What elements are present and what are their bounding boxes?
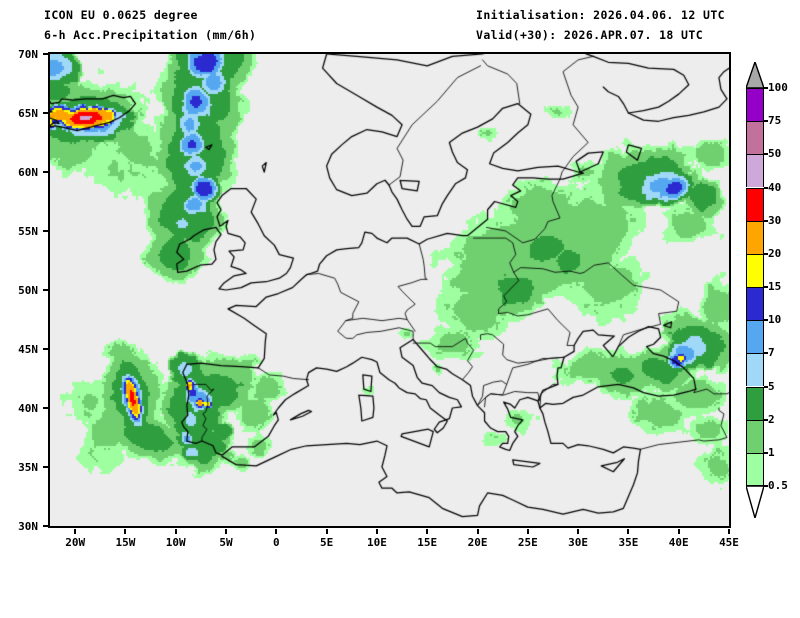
initialisation-time: Initialisation: 2026.04.06. 12 UTC [476,8,726,22]
lon-tick-mark [74,529,77,534]
lat-tick-label: 35N [18,461,38,474]
colorbar-tick-label: 30 [768,213,782,227]
valid-time: Valid(+30): 2026.APR.07. 18 UTC [476,28,704,42]
lon-tick-label: 35E [618,536,639,549]
colorbar-arrow-top [745,59,765,89]
colorbar-band [746,187,764,221]
colorbar-tick-label: 1 [768,445,775,459]
colorbar-tick-mark [764,252,768,255]
lon-tick-label: 20W [65,536,86,549]
lat-tick-mark [43,348,48,350]
lon-tick-label: 0 [273,536,280,549]
colorbar-band [746,419,764,453]
lat-tick-label: 55N [18,225,38,238]
lon-tick-mark [275,529,278,534]
colorbar-tick-mark [764,385,768,388]
colorbar [746,88,764,486]
colorbar-tick-mark [764,319,768,322]
lat-tick-label: 45N [18,343,38,356]
colorbar-band [746,121,764,155]
colorbar-tick-label: 20 [768,246,782,260]
lon-tick-label: 20E [467,536,488,549]
lat-tick-mark [43,525,48,527]
lat-tick-mark [43,112,48,114]
model-title: ICON EU 0.0625 degree [44,8,198,22]
lon-tick-label: 15E [417,536,438,549]
lon-tick-mark [375,529,378,534]
lon-tick-label: 5W [219,536,233,549]
lon-tick-mark [426,529,429,534]
colorbar-band [746,253,764,287]
lat-tick-mark [43,289,48,291]
lon-tick-mark [677,529,680,534]
colorbar-tick-mark [764,219,768,222]
colorbar-tick-mark [764,120,768,123]
lon-tick-mark [325,529,328,534]
lat-tick-mark [43,230,48,232]
lon-tick-label: 25E [517,536,538,549]
colorbar-tick-mark [764,153,768,156]
lat-tick-mark [43,466,48,468]
colorbar-band [746,353,764,387]
colorbar-tick-label: 7 [768,346,775,360]
lon-tick-mark [526,529,529,534]
colorbar-tick-label: 5 [768,379,775,393]
lon-tick-label: 15W [115,536,136,549]
colorbar-tick-mark [764,286,768,288]
colorbar-tick-mark [764,418,768,421]
lon-tick-label: 5E [320,536,334,549]
lon-tick-mark [174,529,177,534]
colorbar-band [746,452,764,486]
colorbar-tick-mark [764,186,768,189]
lat-tick-label: 65N [18,107,38,120]
colorbar-tick-label: 15 [768,280,782,293]
lon-tick-mark [476,529,479,534]
colorbar-band [746,320,764,354]
lat-tick-label: 30N [18,520,38,533]
colorbar-tick-mark [764,87,768,89]
lon-tick-label: 45E [719,536,739,549]
colorbar-band [746,220,764,254]
lon-tick-label: 10W [165,536,186,549]
colorbar-band [746,386,764,420]
colorbar-tick-label: 75 [768,114,782,128]
colorbar-tick-label: 40 [768,180,782,194]
colorbar-tick-mark [764,485,768,487]
colorbar-tick-label: 50 [768,147,782,161]
lon-tick-label: 40E [668,536,689,549]
lat-tick-label: 50N [18,284,38,297]
colorbar-tick-mark [764,352,768,355]
colorbar-arrow-bottom [745,485,765,521]
lat-tick-label: 60N [18,166,38,179]
colorbar-band [746,154,764,188]
lon-tick-mark [124,529,127,534]
precipitation-field-canvas [50,54,729,526]
lat-tick-mark [43,53,48,55]
field-title: 6-h Acc.Precipitation (mm/6h) [44,28,257,42]
colorbar-tick-label: 2 [768,412,775,426]
lat-tick-label: 70N [18,48,38,61]
lon-tick-mark [577,529,580,534]
colorbar-band [746,88,764,122]
colorbar-tick-mark [764,451,768,454]
colorbar-band [746,287,764,321]
lon-tick-mark [627,529,630,534]
lat-tick-label: 40N [18,402,38,415]
colorbar-tick-label: 10 [768,313,782,327]
lat-tick-mark [43,407,48,409]
precipitation-map [48,52,731,528]
lon-tick-mark [728,529,730,534]
lon-tick-label: 10E [366,536,387,549]
colorbar-tick-label: 0.5 [768,479,788,492]
colorbar-tick-label: 100 [768,81,788,94]
lat-tick-mark [43,171,48,173]
lon-tick-label: 30E [568,536,589,549]
lon-tick-mark [225,529,228,534]
